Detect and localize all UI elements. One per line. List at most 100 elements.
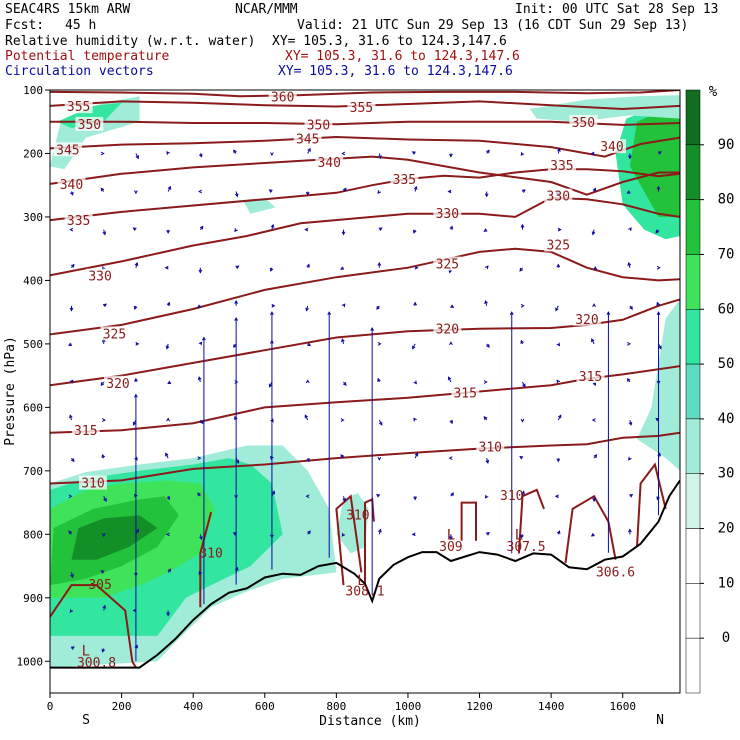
theta-label-bg (433, 321, 462, 336)
wind-vector-head (70, 574, 74, 579)
wind-vector-head (593, 454, 598, 458)
wind-vector-head (557, 227, 562, 232)
endpoint-south: S (82, 713, 90, 728)
colorbar-tick-label: 10 (718, 575, 735, 591)
wind-vector-head (377, 190, 382, 194)
wind-vector-head (449, 153, 453, 158)
theta-lowlevel-label-0: 310 (199, 546, 222, 561)
wind-vector-head (376, 494, 380, 498)
updraft-vector-5-head (370, 326, 375, 331)
wind-vector-head (377, 342, 382, 346)
theta-contour-335 (50, 168, 680, 222)
wind-vector-head (629, 305, 633, 310)
theta-label-bg (100, 326, 129, 341)
x-tick-label: 0 (47, 700, 54, 713)
model-title: SEAC4RS 15km ARW (5, 2, 131, 17)
theta-label-bg (547, 158, 576, 173)
theta-label-325: 325 (436, 258, 459, 273)
updraft-vector-2-head (234, 316, 239, 321)
theta-lowlevel-contour-6 (564, 494, 617, 564)
theta-label-bg (476, 439, 505, 454)
wind-vector-head (342, 498, 346, 503)
theta-lowlevel-label-7: 300.8 (77, 656, 116, 671)
org-label: NCAR/MMM (235, 2, 298, 17)
theta-label-320: 320 (436, 322, 459, 337)
theta-label-bg (78, 475, 107, 490)
wind-vector-head (377, 261, 382, 266)
wind-vector-head (198, 570, 203, 575)
wind-vector-head (304, 227, 309, 232)
wind-vector-head (167, 185, 172, 190)
wind-vector-head (134, 456, 138, 461)
wind-vector-head (268, 383, 273, 388)
theta-label-bg (64, 212, 93, 227)
wind-vector-head (520, 223, 525, 228)
wind-vector-head (411, 532, 416, 537)
wind-vector-head (197, 376, 202, 381)
wind-vector-head (590, 533, 595, 537)
wind-vector-head (483, 380, 488, 384)
wind-vector-head (593, 266, 598, 270)
wind-vector-head (103, 303, 107, 308)
wind-vector-head (70, 191, 74, 196)
wind-vector-head (556, 342, 561, 347)
wind-vector-head (628, 528, 632, 533)
wind-vector-head (449, 536, 453, 541)
wind-vector-head (591, 418, 596, 422)
wind-vector-head (342, 382, 347, 387)
wind-vector-head (68, 530, 73, 535)
wind-vector-head (132, 608, 137, 613)
colorbar-segment (685, 473, 701, 529)
wind-vector-head (198, 189, 203, 194)
wind-vector-head (135, 155, 139, 160)
y-tick-label: 700 (23, 465, 43, 478)
theta-label-335: 335 (550, 159, 573, 174)
wind-vector-head (448, 269, 453, 274)
wind-vector-head (135, 528, 139, 533)
theta-label-315: 315 (579, 370, 602, 385)
wind-vector-head (554, 494, 559, 499)
wind-vector-head (556, 530, 561, 535)
theta-lowlevel-label-4: 309 (439, 540, 462, 555)
wind-vector-head (447, 376, 452, 381)
theta-lowlevel-contour-5 (517, 488, 545, 554)
terrain-surface (50, 479, 680, 669)
field-rh-xy: XY= 105.3, 31.6 to 124.3,147.6 (272, 34, 507, 49)
wind-vector-head (270, 152, 274, 157)
wind-vector-head (414, 265, 419, 270)
wind-vector-head (234, 228, 238, 233)
low-marker-3: L (515, 527, 523, 543)
wind-vector-head (556, 379, 561, 384)
wind-vector-head (306, 263, 310, 268)
theta-contour-345 (50, 135, 680, 158)
wind-vector-head (557, 414, 562, 419)
wind-vector-head (69, 609, 74, 613)
wind-vector-head (378, 227, 383, 231)
theta-label-350: 350 (78, 118, 101, 133)
wind-vector-head (342, 187, 347, 192)
x-tick-label: 1400 (538, 700, 565, 713)
wind-vector-head (522, 383, 526, 388)
theta-lowlevel-contour-3 (364, 497, 375, 586)
y-axis-title: Pressure (hPa) (3, 336, 18, 446)
wind-vector-head (449, 341, 453, 346)
wind-vector-head (483, 416, 488, 420)
theta-contour-315 (50, 365, 680, 434)
wind-vector-head (134, 261, 139, 266)
colorbar-tick-label: 80 (718, 192, 735, 208)
low-marker-1: L (357, 573, 365, 589)
theta-label-340: 340 (317, 156, 340, 171)
theta-label-bg (597, 139, 626, 154)
wind-vector-head (413, 380, 417, 385)
wind-vector-head (305, 191, 310, 196)
theta-label-bg (315, 154, 344, 169)
wind-vector-head (483, 228, 488, 232)
init-time: Init: 00 UTC Sat 28 Sep 13 (515, 2, 719, 17)
wind-vector-head (166, 151, 170, 155)
wind-vector-head (486, 344, 490, 348)
colorbar-segment (685, 418, 701, 474)
x-tick-label: 200 (112, 700, 132, 713)
colorbar-segment (685, 254, 701, 310)
updraft-vector-6-head (509, 311, 514, 316)
